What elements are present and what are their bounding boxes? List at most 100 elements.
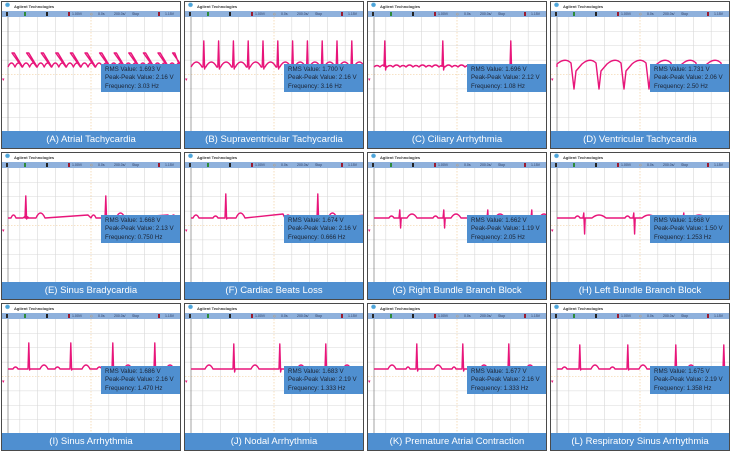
volts-per-div: 1.00V/ [438,163,449,167]
measurement-box: RMS Value: 1.700 V Peak-Peak Value: 2.16… [284,64,363,92]
trigger-icon: ◇ [456,314,459,318]
measurement-box: RMS Value: 1.693 V Peak-Peak Value: 2.16… [101,64,180,92]
measurement-box: RMS Value: 1.677 V Peak-Peak Value: 2.16… [467,366,546,394]
svg-text:▾: ▾ [2,228,5,234]
svg-text:▾: ▾ [185,228,188,234]
channel-marker-icon [6,314,8,318]
scope-header: ✺ Agilent Technologies [368,153,546,162]
brand-label: Agilent Technologies [14,4,55,9]
brand-label: Agilent Technologies [563,306,604,311]
trigger-level: 1.15V [348,163,358,167]
time-offset: 0.0s [98,163,105,167]
scope-status-bar: 1.00V/ ◇ 0.0s 200.0s/ Stop 1.15V [551,11,729,17]
channel-marker-icon [372,163,374,167]
trigger-channel-icon [341,314,343,318]
volts-per-div: 1.00V/ [621,314,632,318]
rms-value: RMS Value: 1.696 V [471,66,527,73]
trigger-channel-icon [524,163,526,167]
run-state: Stop [498,12,506,16]
scope-status-bar: 1.00V/ ◇ 0.0s 200.0s/ Stop 1.15V [368,162,546,168]
brand-label: Agilent Technologies [14,155,55,160]
time-per-div: 200.0s/ [663,163,675,167]
channel-marker-icon [372,314,374,318]
waveform-display: ▾ [551,168,729,283]
brand-label: Agilent Technologies [380,306,421,311]
measurement-box: RMS Value: 1.731 V Peak-Peak Value: 2.06… [650,64,729,92]
scope-header: ✺ Agilent Technologies [368,304,546,313]
time-per-div: 200.0s/ [297,12,309,16]
run-state: Stop [132,314,140,318]
scope-status-bar: 1.00V/ ◇ 0.0s 200.0s/ Stop 1.15V [2,162,180,168]
trigger-level: 1.15V [714,314,724,318]
frequency-value: Frequency: 2.50 Hz [654,82,708,90]
trigger-icon: ◇ [90,163,93,167]
trigger-level: 1.15V [348,12,358,16]
channel-marker-icon [207,12,209,16]
brand-label: Agilent Technologies [197,4,238,9]
channel-marker-icon [24,163,26,167]
channel-marker-icon [189,12,191,16]
time-per-div: 200.0s/ [663,12,675,16]
channel-marker-icon [189,314,191,318]
time-offset: 0.0s [281,314,288,318]
volts-per-div: 1.00V/ [438,12,449,16]
time-per-div: 200.0s/ [114,163,126,167]
peak-peak-value: Peak-Peak Value: 1.19 V [471,225,540,233]
panel-caption: (L) Respiratory Sinus Arrhythmia [551,433,729,450]
agilent-spark-icon: ✺ [371,154,377,160]
frequency-value: Frequency: 0.666 Hz [288,233,346,241]
time-per-div: 200.0s/ [114,314,126,318]
frequency-value: Frequency: 1.470 Hz [105,384,163,392]
channel-1-marker-icon [251,12,253,16]
channel-1-marker-icon [68,314,70,318]
frequency-value: Frequency: 1.253 Hz [654,233,712,241]
peak-peak-value: Peak-Peak Value: 2.16 V [288,225,357,233]
scope-header: ✺ Agilent Technologies [2,153,180,162]
panel-caption: (G) Right Bundle Branch Block [368,282,546,299]
time-offset: 0.0s [464,314,471,318]
trigger-channel-icon [158,12,160,16]
channel-marker-icon [555,314,557,318]
panel-caption: (K) Premature Atrial Contraction [368,433,546,450]
channel-1-marker-icon [617,314,619,318]
panel-caption: (A) Atrial Tachycardia [2,131,180,148]
channel-marker-icon [6,163,8,167]
svg-text:▾: ▾ [368,379,371,385]
channel-marker-icon [573,12,575,16]
svg-text:▾: ▾ [2,77,5,83]
panel-caption: (I) Sinus Arrhythmia [2,433,180,450]
channel-1-marker-icon [434,314,436,318]
channel-marker-icon [595,314,597,318]
trigger-level: 1.15V [531,314,541,318]
trigger-icon: ◇ [456,12,459,16]
rms-value: RMS Value: 1.677 V [471,368,527,375]
measurement-box: RMS Value: 1.683 V Peak-Peak Value: 2.19… [284,366,363,394]
agilent-spark-icon: ✺ [554,154,560,160]
agilent-spark-icon: ✺ [371,305,377,311]
channel-marker-icon [229,163,231,167]
scope-panel-j: ✺ Agilent Technologies 1.00V/ ◇ 0.0s 200… [184,303,364,451]
scope-panel-e: ✺ Agilent Technologies 1.00V/ ◇ 0.0s 200… [1,152,181,300]
svg-text:▾: ▾ [551,77,554,83]
scope-status-bar: 1.00V/ ◇ 0.0s 200.0s/ Stop 1.15V [185,162,363,168]
frequency-value: Frequency: 1.333 Hz [288,384,346,392]
measurement-box: RMS Value: 1.696 V Peak-Peak Value: 2.12… [467,64,546,92]
trigger-icon: ◇ [90,12,93,16]
rms-value: RMS Value: 1.674 V [288,217,344,224]
peak-peak-value: Peak-Peak Value: 2.16 V [105,376,174,384]
trigger-level: 1.15V [714,12,724,16]
rms-value: RMS Value: 1.675 V [654,368,710,375]
run-state: Stop [315,12,323,16]
brand-label: Agilent Technologies [563,155,604,160]
trigger-channel-icon [524,12,526,16]
scope-panel-c: ✺ Agilent Technologies 1.00V/ ◇ 0.0s 200… [367,1,547,149]
run-state: Stop [681,163,689,167]
channel-marker-icon [412,314,414,318]
time-offset: 0.0s [464,12,471,16]
scope-status-bar: 1.00V/ ◇ 0.0s 200.0s/ Stop 1.15V [551,313,729,319]
trigger-channel-icon [158,163,160,167]
scope-header: ✺ Agilent Technologies [551,2,729,11]
rms-value: RMS Value: 1.700 V [288,66,344,73]
time-offset: 0.0s [281,12,288,16]
